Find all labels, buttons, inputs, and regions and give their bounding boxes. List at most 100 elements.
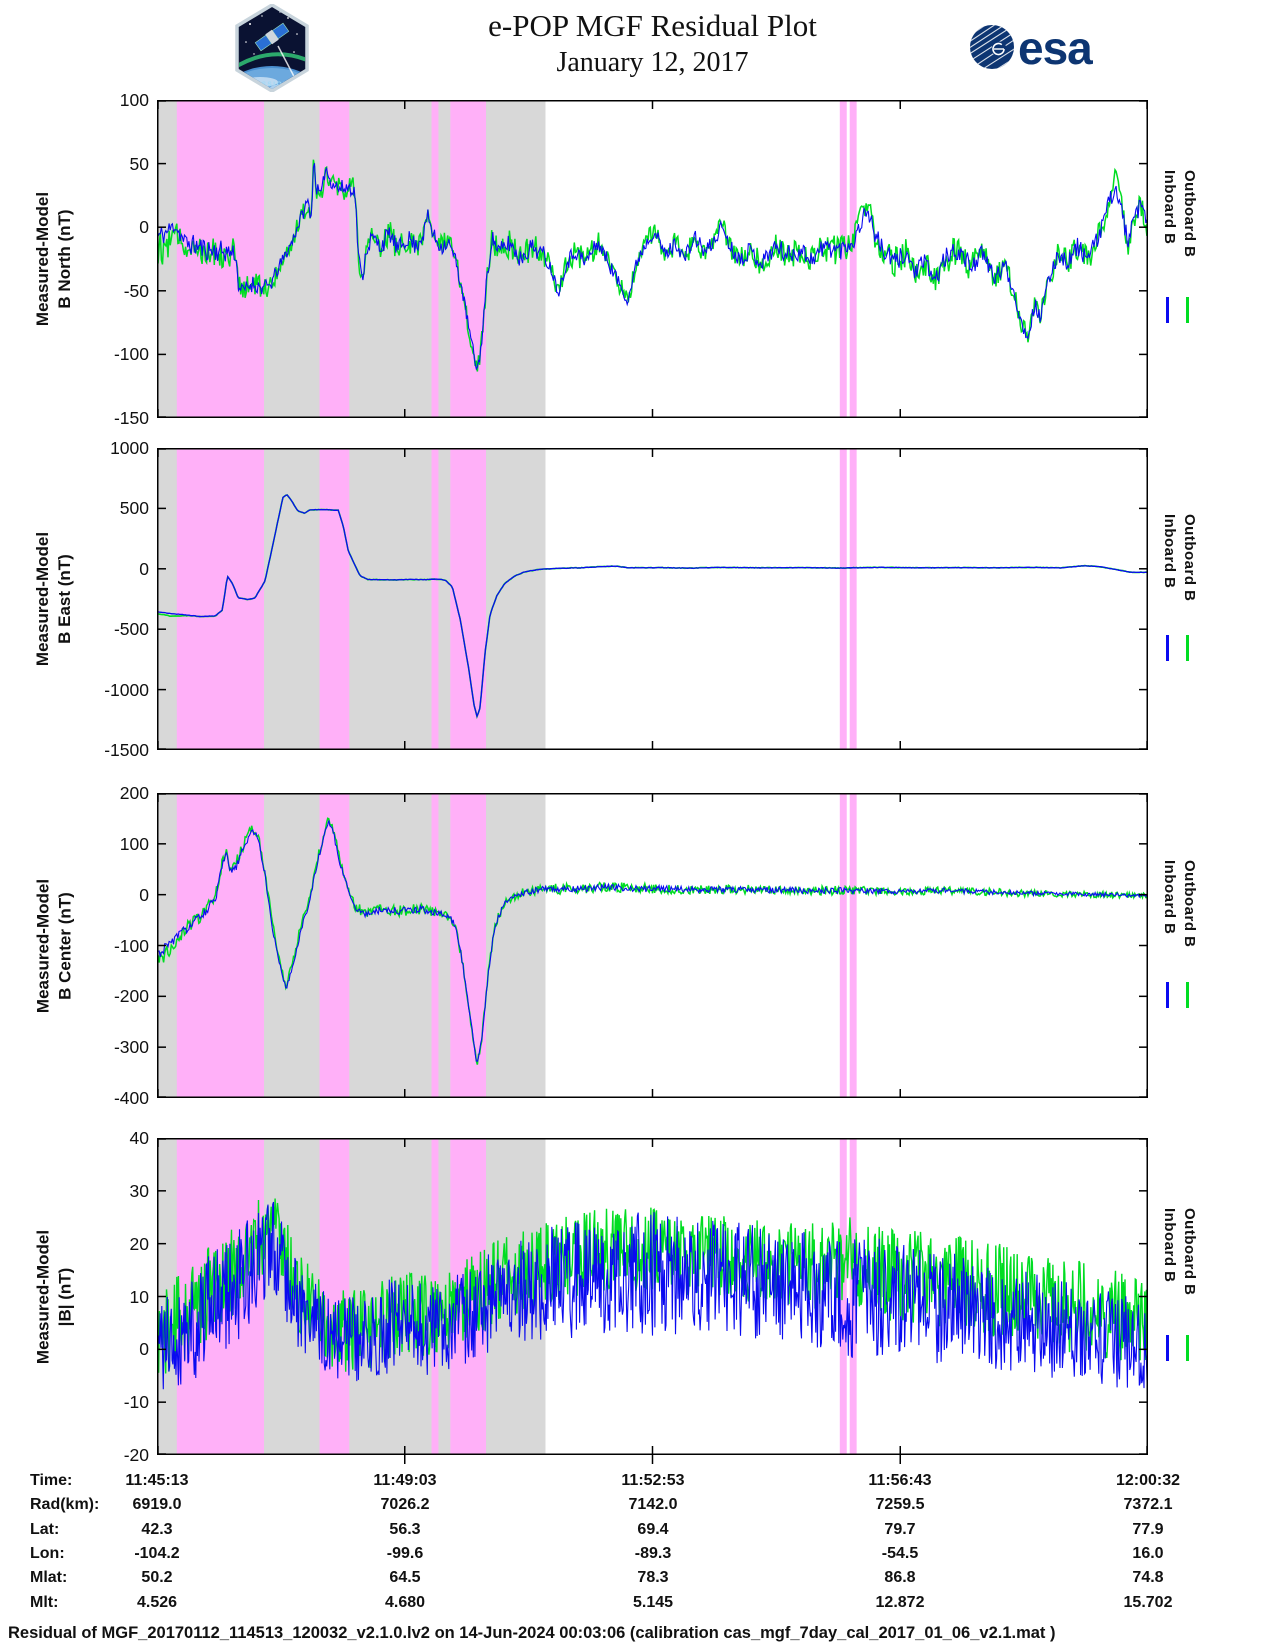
table-cell: 4.680: [384, 1593, 426, 1611]
panel-3-plot: [157, 793, 1148, 1098]
table-row-label: Lon:: [30, 1544, 65, 1562]
table-cell: 12.872: [875, 1593, 925, 1611]
inboard-series: [157, 494, 1148, 719]
esa-logo: esa: [970, 22, 1094, 74]
table-cell: 86.8: [884, 1569, 916, 1587]
ylabel-line-2: B East (nT): [55, 554, 74, 644]
y-tick-label: 0: [139, 1339, 149, 1360]
cassiope-mission-patch: CASSIOPE: [235, 4, 309, 92]
patch-aurora: [239, 52, 305, 68]
table-cell: 78.3: [637, 1569, 669, 1587]
y-tick-label: 40: [129, 1128, 149, 1148]
table-cell: 7372.1: [1123, 1496, 1173, 1514]
title-line-1: e-POP MGF Residual Plot: [488, 8, 817, 43]
table-row-label: Rad(km):: [30, 1496, 100, 1514]
table-row-label: Mlat:: [30, 1569, 68, 1587]
table-cell: 15.702: [1123, 1593, 1173, 1611]
inboard-series: [157, 1201, 1148, 1390]
y-tick-label: 0: [139, 884, 149, 905]
panel-2-legend: Inboard B Outboard B: [1157, 448, 1221, 750]
legend-line-sample-outboard: [1186, 297, 1189, 324]
y-tick-label: -100: [113, 344, 149, 365]
y-tick-label: 30: [129, 1180, 149, 1201]
panel-4-legend: Inboard B Outboard B: [1157, 1138, 1221, 1455]
table-cell: 7142.0: [628, 1496, 678, 1514]
y-tick-label: -400: [113, 1088, 149, 1108]
panel-1-ylabel: Measured-Model B North (nT): [32, 100, 78, 418]
panel-2-plot: [157, 448, 1148, 750]
table-cell: 5.145: [632, 1593, 674, 1611]
table-row-label: Lat:: [30, 1520, 60, 1538]
legend-line-sample-outboard: [1186, 635, 1189, 662]
y-tick-label: 50: [129, 153, 149, 174]
table-cell: 4.526: [136, 1593, 178, 1611]
title-line-2: January 12, 2017: [556, 47, 749, 78]
legend-line-sample-inboard: [1166, 297, 1169, 324]
legend-label-inboard: Inboard B: [1161, 860, 1178, 935]
legend-line-sample-inboard: [1166, 1334, 1169, 1361]
ylabel-line-2: B North (nT): [55, 209, 74, 309]
table-cell: 56.3: [389, 1520, 421, 1538]
patch-label: CASSIOPE: [249, 81, 295, 88]
y-tick-label: 20: [129, 1233, 149, 1254]
table-cell: -54.5: [881, 1544, 919, 1562]
y-tick-label: -50: [123, 280, 149, 301]
esa-wordmark: esa: [1018, 22, 1093, 74]
bottom-axis-outer-ticks: [404, 1455, 901, 1464]
legend-label-outboard: Outboard B: [1181, 514, 1198, 602]
table-cell: 11:52:53: [621, 1472, 685, 1489]
legend-label-inboard: Inboard B: [1161, 1207, 1178, 1283]
y-tick-label: -20: [123, 1445, 149, 1465]
table-row-label: Time:: [30, 1472, 73, 1489]
y-tick-label: 1000: [110, 438, 149, 458]
table-cell: -99.6: [386, 1544, 424, 1562]
y-tick-label: 500: [119, 498, 149, 519]
patch-satellite: [254, 22, 290, 52]
table-cell: 74.8: [1132, 1569, 1164, 1587]
table-cell: 50.2: [141, 1569, 173, 1587]
legend-label-outboard: Outboard B: [1181, 860, 1198, 948]
ylabel-line-1: Measured-Model: [33, 191, 52, 327]
table-cell: 79.7: [884, 1520, 916, 1538]
figure-title: e-POP MGF Residual Plot January 12, 2017: [157, 8, 1148, 79]
footer-note: Residual of MGF_20170112_114513_120032_v…: [8, 1624, 1056, 1642]
table-cell: 77.9: [1132, 1520, 1164, 1538]
table-cell: -89.3: [634, 1544, 672, 1562]
inboard-series: [157, 163, 1148, 371]
table-cell: 11:56:43: [868, 1472, 932, 1489]
y-tick-label: 100: [119, 90, 149, 110]
table-cell: 16.0: [1132, 1544, 1164, 1562]
panel-2-ylabel: Measured-Model B East (nT): [32, 448, 78, 750]
panel-1-plot: [157, 100, 1148, 418]
y-tick-label: 0: [139, 558, 149, 579]
y-tick-label: -100: [113, 935, 149, 956]
y-tick-label: -10: [123, 1392, 149, 1413]
legend-label-inboard: Inboard B: [1161, 514, 1178, 589]
table-cell: 69.4: [637, 1520, 669, 1538]
legend-line-sample-outboard: [1186, 1334, 1189, 1361]
table-cell: 42.3: [141, 1520, 173, 1538]
inboard-series: [157, 820, 1148, 1063]
y-tick-label: 0: [139, 217, 149, 238]
table-cell: -104.2: [134, 1544, 180, 1562]
legend-label-outboard: Outboard B: [1181, 169, 1198, 258]
y-tick-label: 200: [119, 783, 149, 803]
y-tick-label: -150: [113, 408, 149, 428]
panel-3-legend: Inboard B Outboard B: [1157, 793, 1221, 1098]
y-tick-label: -500: [113, 619, 149, 640]
legend-label-inboard: Inboard B: [1161, 169, 1178, 245]
ylabel-line-1: Measured-Model: [33, 531, 52, 667]
y-tick-label: 100: [119, 833, 149, 854]
table-cell: 6919.0: [132, 1496, 182, 1514]
y-tick-label: 10: [129, 1286, 149, 1307]
y-tick-label: -1500: [104, 740, 149, 760]
legend-line-sample-inboard: [1166, 982, 1169, 1009]
table-cell: 64.5: [389, 1569, 421, 1587]
y-tick-label: -1000: [104, 679, 149, 700]
legend-label-outboard: Outboard B: [1181, 1207, 1198, 1296]
table-cell: 7026.2: [380, 1496, 430, 1514]
legend-line-sample-outboard: [1186, 982, 1189, 1009]
y-tick-label: -300: [113, 1037, 149, 1058]
table-row-label: Mlt:: [30, 1593, 59, 1611]
